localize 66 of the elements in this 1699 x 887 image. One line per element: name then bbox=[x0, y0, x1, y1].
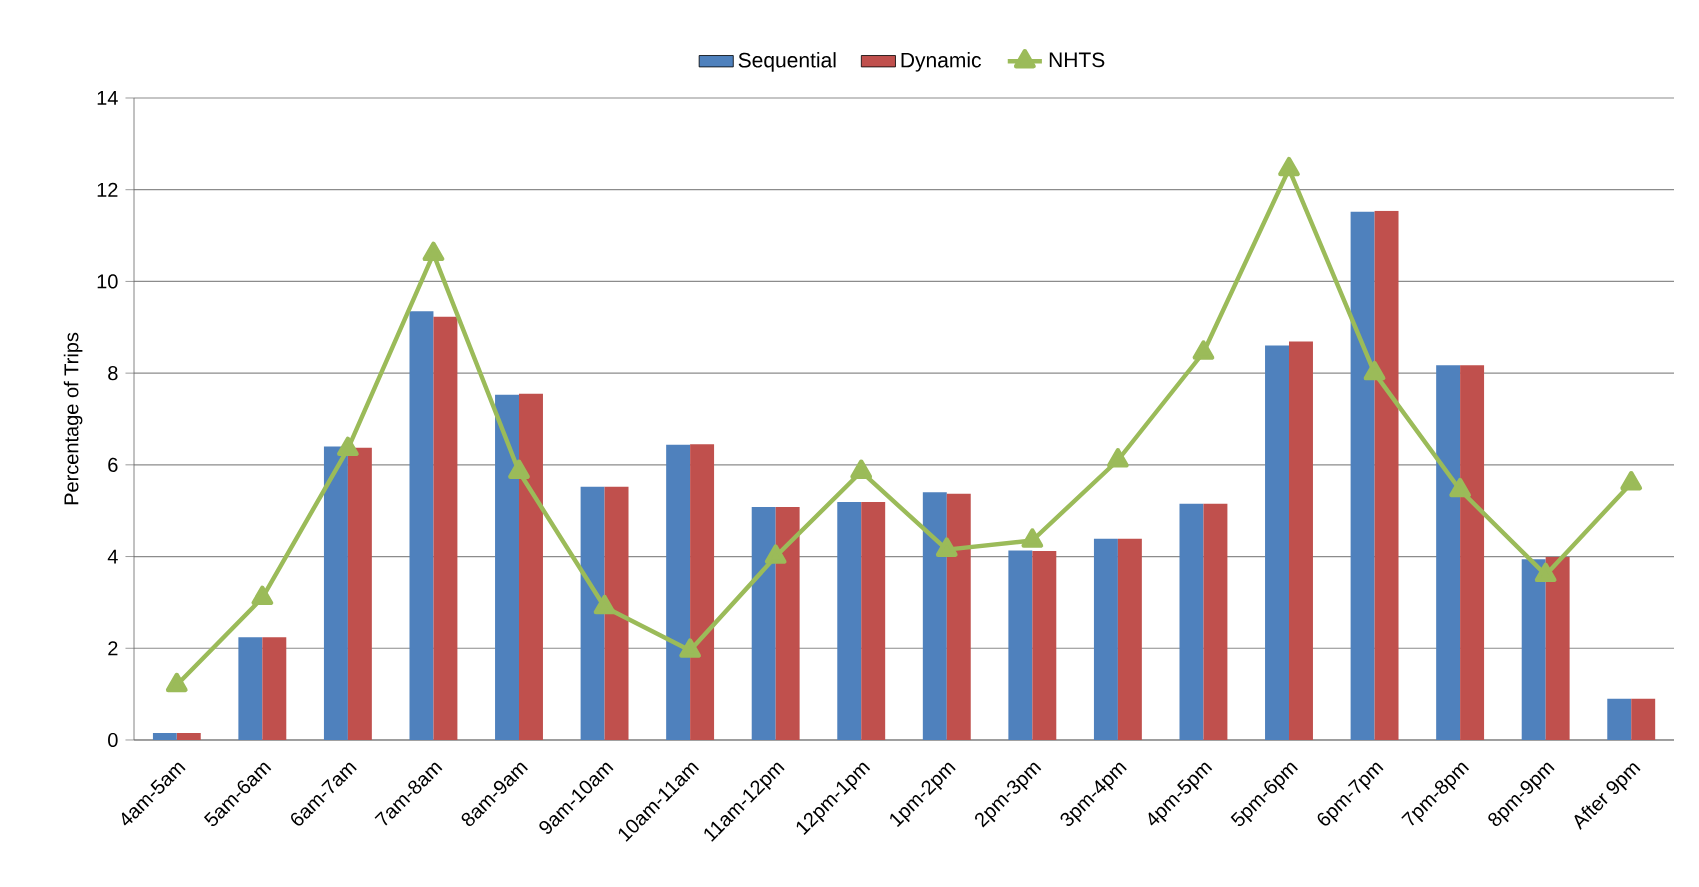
bar bbox=[1289, 341, 1313, 740]
point bbox=[1192, 340, 1215, 360]
point bbox=[1363, 360, 1386, 381]
bar bbox=[495, 394, 519, 740]
y-tick-label: 2 bbox=[108, 641, 118, 656]
point bbox=[850, 459, 873, 479]
bar bbox=[861, 501, 886, 740]
point bbox=[764, 544, 787, 564]
bar bbox=[751, 507, 776, 740]
point bbox=[1449, 477, 1471, 498]
bar bbox=[666, 444, 691, 740]
bar bbox=[1179, 503, 1204, 740]
y-tick-label: 8 bbox=[108, 366, 118, 381]
point bbox=[508, 459, 530, 479]
point bbox=[679, 638, 701, 658]
bar bbox=[1631, 698, 1656, 740]
bar bbox=[580, 486, 605, 740]
y-tick-label: 12 bbox=[97, 182, 118, 197]
bar bbox=[922, 492, 947, 740]
point bbox=[251, 585, 274, 606]
bar bbox=[1265, 345, 1289, 740]
bar bbox=[604, 486, 629, 740]
bar bbox=[1374, 210, 1399, 740]
point bbox=[165, 672, 188, 693]
bar bbox=[1350, 211, 1375, 740]
bar bbox=[238, 637, 263, 740]
bar bbox=[519, 393, 543, 740]
bar bbox=[262, 637, 287, 740]
bar bbox=[1436, 365, 1461, 740]
point bbox=[422, 241, 445, 262]
bar bbox=[1032, 551, 1057, 740]
bar bbox=[1117, 538, 1142, 740]
bar bbox=[152, 733, 177, 740]
bar bbox=[1607, 698, 1632, 740]
legend-label: Sequential bbox=[738, 52, 836, 72]
bar bbox=[775, 507, 800, 740]
bar bbox=[323, 446, 348, 740]
point bbox=[1620, 470, 1643, 491]
point bbox=[1278, 156, 1300, 177]
y-tick-label: 10 bbox=[97, 274, 118, 289]
bar bbox=[1521, 559, 1546, 740]
bar bbox=[409, 311, 434, 740]
bar bbox=[347, 447, 372, 740]
bar bbox=[176, 733, 201, 740]
bar bbox=[1545, 557, 1570, 740]
legend-label: NHTS bbox=[1049, 52, 1105, 68]
bar bbox=[946, 493, 971, 740]
y-axis-title: Percentage of Trips bbox=[63, 332, 83, 505]
bar bbox=[1460, 365, 1485, 740]
bar bbox=[433, 316, 458, 740]
point bbox=[1534, 562, 1557, 583]
point bbox=[593, 594, 616, 615]
bar bbox=[1093, 538, 1118, 740]
y-tick-label: 4 bbox=[107, 549, 118, 564]
y-tick-label: 14 bbox=[97, 91, 118, 105]
bar bbox=[1203, 503, 1228, 740]
bar bbox=[837, 501, 862, 740]
bar bbox=[1008, 550, 1033, 740]
point bbox=[1107, 448, 1129, 468]
point bbox=[935, 537, 958, 557]
bar bbox=[690, 444, 715, 740]
y-tick-label: 6 bbox=[108, 457, 118, 472]
legend-label: Dynamic bbox=[901, 52, 981, 72]
y-tick-label: 0 bbox=[108, 732, 118, 748]
point bbox=[337, 436, 359, 456]
point bbox=[1021, 528, 1044, 548]
